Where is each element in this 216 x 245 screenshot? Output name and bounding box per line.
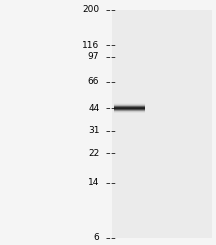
Text: 31: 31 [88, 126, 99, 135]
Text: 14: 14 [88, 178, 99, 187]
Text: 22: 22 [88, 149, 99, 158]
Text: 200: 200 [82, 5, 99, 14]
Text: 6: 6 [94, 233, 99, 242]
Text: 44: 44 [88, 104, 99, 113]
Bar [112, 10, 212, 238]
Text: 97: 97 [88, 52, 99, 61]
Text: 66: 66 [88, 77, 99, 86]
Text: 116: 116 [82, 41, 99, 50]
